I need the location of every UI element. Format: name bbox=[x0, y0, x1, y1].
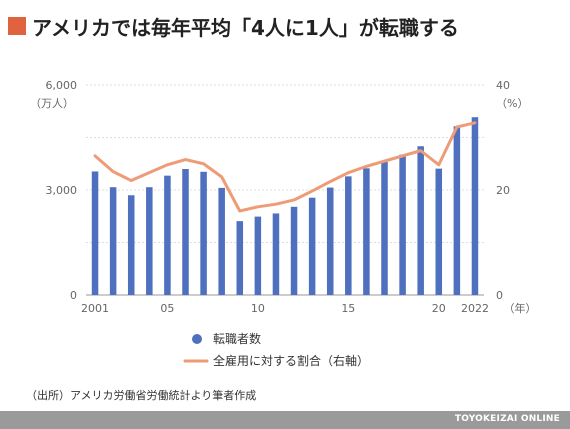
bar-2007 bbox=[200, 171, 207, 295]
line-layer bbox=[93, 121, 477, 213]
x-tick-label: 2022 bbox=[461, 302, 489, 315]
bar-2005 bbox=[164, 175, 171, 295]
x-axis-unit: （年） bbox=[504, 301, 537, 315]
bar-2002 bbox=[109, 187, 117, 295]
y-right-tick-label: 40 bbox=[496, 79, 510, 92]
legend-bar-swatch bbox=[192, 334, 202, 344]
y-left-tick-label: 0 bbox=[70, 289, 77, 302]
brand-label: TOYOKEIZAI ONLINE bbox=[454, 414, 560, 424]
bar-2015 bbox=[345, 176, 352, 295]
bar-2020 bbox=[435, 168, 443, 295]
axis-layer: 0 3,000 6,000 （万人） 0 20 40 （%） 2001 05 10 15 20 2022 （… bbox=[30, 79, 537, 315]
y-left-tick-label: 6,000 bbox=[46, 79, 78, 92]
bar-2019 bbox=[417, 146, 424, 295]
source-note: （出所）アメリカ労働省労働統計より筆者作成 bbox=[26, 389, 257, 402]
x-tick-label: 20 bbox=[432, 302, 446, 315]
title-marker-icon bbox=[8, 17, 26, 35]
bar-2021 bbox=[453, 126, 461, 295]
bar-2010 bbox=[254, 216, 262, 295]
x-tick-label: 10 bbox=[251, 302, 265, 315]
chart-title: アメリカでは毎年平均「4人に1人」が転職する bbox=[8, 8, 459, 44]
bar-2009 bbox=[236, 221, 244, 295]
x-tick-label: 05 bbox=[160, 302, 174, 315]
bar-2001 bbox=[91, 171, 99, 295]
y-right-tick-label: 20 bbox=[496, 184, 510, 197]
y-left-tick-label: 3,000 bbox=[46, 184, 78, 197]
grid-layer bbox=[86, 84, 484, 296]
bar-2012 bbox=[290, 206, 298, 295]
bar-2014 bbox=[326, 187, 334, 295]
bar-2003 bbox=[127, 195, 135, 295]
legend-bar-label: 転職者数 bbox=[213, 331, 261, 346]
y-right-tick-label: 0 bbox=[496, 289, 503, 302]
bar-2011 bbox=[272, 213, 280, 295]
x-tick-label: 15 bbox=[341, 302, 355, 315]
bar-2006 bbox=[182, 169, 189, 295]
bar-layer bbox=[91, 117, 479, 295]
bar-2004 bbox=[146, 187, 153, 295]
x-tick-label: 2001 bbox=[81, 302, 109, 315]
footer-bar: TOYOKEIZAI ONLINE bbox=[0, 411, 570, 429]
series-line-share bbox=[93, 121, 477, 213]
y-left-unit: （万人） bbox=[30, 97, 74, 110]
chart-title-text: アメリカでは毎年平均「4人に1人」が転職する bbox=[32, 15, 459, 40]
legend-line-label: 全雇用に対する割合（右軸） bbox=[213, 353, 369, 368]
y-right-unit: （%） bbox=[496, 97, 528, 110]
bar-2016 bbox=[363, 168, 370, 295]
bar-2013 bbox=[308, 197, 316, 295]
bar-2008 bbox=[218, 187, 225, 295]
bar-2017 bbox=[381, 161, 388, 295]
bar-2018 bbox=[399, 154, 406, 295]
bar-2022 bbox=[471, 117, 479, 295]
